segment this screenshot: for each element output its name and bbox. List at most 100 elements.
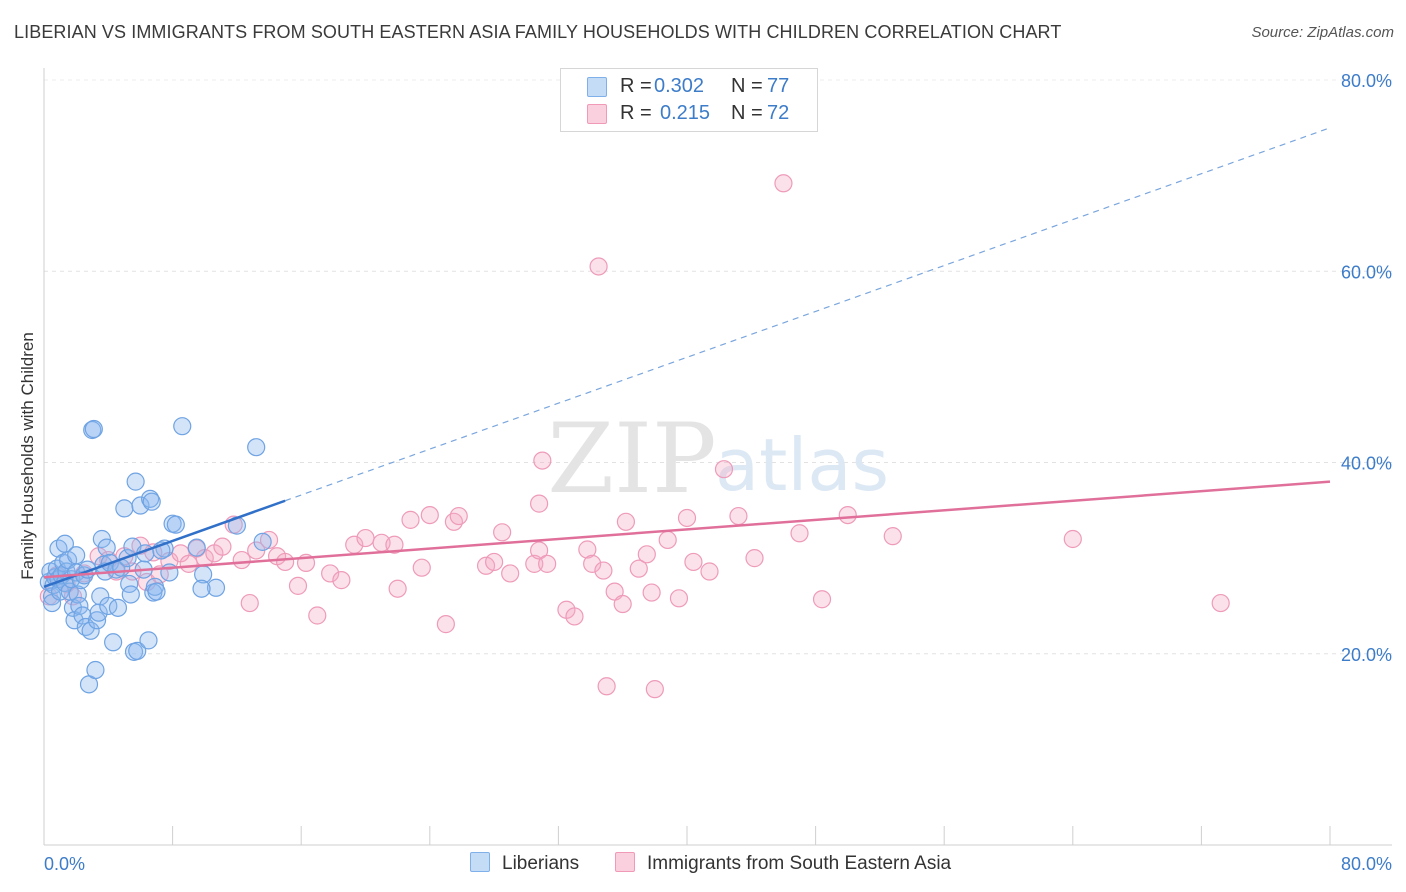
- data-point-liberians: [83, 420, 102, 440]
- data-point-liberians: [206, 578, 226, 597]
- trend-liberians: [43, 499, 286, 588]
- data-point-immigrants: [629, 559, 648, 578]
- correlation-legend: R = 0.302 N = 77 R = 0.215 N = 72: [560, 68, 818, 132]
- data-point-liberians: [108, 598, 128, 617]
- data-point-immigrants: [385, 535, 404, 554]
- data-point-immigrants: [420, 505, 439, 525]
- legend-r-value: 0.215: [660, 102, 711, 124]
- data-point-immigrants: [714, 460, 734, 479]
- bottom-legend-swatch-blue: [470, 852, 490, 872]
- data-point-immigrants: [1063, 529, 1082, 549]
- data-point-immigrants: [583, 554, 602, 573]
- y-tick-label-20: 20.0%: [1341, 645, 1392, 665]
- data-point-immigrants: [436, 615, 455, 634]
- data-point-immigrants: [213, 537, 232, 556]
- legend-r-label: R =: [620, 102, 652, 124]
- data-point-immigrants: [883, 527, 902, 546]
- watermark: ZIP atlas: [547, 403, 889, 515]
- bottom-legend-liberians: Liberians: [470, 852, 579, 875]
- y-tick-label-60: 60.0%: [1341, 262, 1392, 282]
- data-point-immigrants: [838, 505, 857, 525]
- data-point-immigrants: [745, 549, 764, 568]
- data-point-immigrants: [700, 562, 719, 581]
- data-point-liberians: [187, 538, 206, 557]
- data-point-immigrants: [565, 607, 584, 626]
- legend-n-label: N =: [731, 102, 763, 124]
- data-point-liberians: [192, 579, 211, 598]
- data-point-immigrants: [401, 510, 420, 529]
- data-point-liberians: [121, 585, 140, 604]
- data-point-liberians: [115, 499, 134, 518]
- bottom-legend-label: Immigrants from South Eastern Asia: [647, 853, 952, 874]
- data-point-liberians: [140, 489, 160, 508]
- data-point-immigrants: [232, 550, 251, 570]
- data-point-liberians: [139, 631, 158, 650]
- data-point-immigrants: [259, 530, 279, 550]
- data-point-liberians: [68, 585, 87, 604]
- data-point-immigrants: [308, 606, 327, 625]
- data-point-immigrants: [533, 451, 552, 470]
- legend-swatch-blue: [587, 77, 607, 97]
- data-point-immigrants: [321, 564, 340, 583]
- data-point-immigrants: [613, 594, 632, 614]
- data-point-liberians: [142, 492, 161, 511]
- bottom-legend-immigrants: Immigrants from South Eastern Asia: [615, 852, 951, 875]
- data-point-immigrants: [240, 593, 259, 613]
- data-point-immigrants: [179, 554, 198, 573]
- data-point-immigrants: [642, 583, 661, 602]
- data-point-immigrants: [501, 564, 520, 583]
- data-point-liberians: [67, 546, 86, 565]
- data-point-immigrants: [412, 558, 431, 577]
- data-point-liberians: [92, 529, 111, 549]
- series-immigrants-points: [39, 174, 1230, 699]
- data-point-immigrants: [790, 524, 809, 543]
- data-point-liberians: [87, 611, 107, 630]
- data-point-immigrants: [578, 540, 597, 559]
- data-point-immigrants: [684, 552, 703, 572]
- data-point-liberians: [84, 419, 103, 439]
- data-point-immigrants: [645, 680, 664, 699]
- data-point-immigrants: [658, 530, 677, 550]
- data-point-immigrants: [538, 554, 557, 573]
- data-point-liberians: [81, 621, 100, 640]
- trend-liberians-extended: [284, 127, 1331, 502]
- source-label: Source: ZipAtlas.com: [1251, 24, 1394, 41]
- data-point-immigrants: [530, 494, 549, 513]
- data-point-immigrants: [729, 506, 748, 526]
- legend-n-value: 72: [767, 102, 790, 124]
- watermark-zip: ZIP: [547, 403, 716, 515]
- data-point-liberians: [70, 596, 89, 616]
- data-point-immigrants: [774, 174, 793, 193]
- bottom-legend-label: Liberians: [502, 853, 580, 874]
- data-point-immigrants: [597, 677, 616, 696]
- data-point-liberians: [166, 515, 185, 534]
- data-point-liberians: [253, 532, 272, 551]
- trend-lines: [43, 127, 1331, 588]
- y-tick-label-40: 40.0%: [1341, 454, 1392, 474]
- data-point-immigrants: [288, 576, 308, 595]
- data-point-liberians: [128, 641, 147, 660]
- legend-n-value: 77: [767, 75, 790, 97]
- y-tick-label-80: 80.0%: [1341, 71, 1392, 91]
- x-tick-label-max: 80.0%: [1341, 854, 1392, 874]
- y-axis-label: Family Households with Children: [18, 332, 37, 580]
- data-point-immigrants: [530, 541, 549, 560]
- chart-title: LIBERIAN VS IMMIGRANTS FROM SOUTH EASTER…: [14, 22, 1062, 42]
- data-point-liberians: [173, 417, 192, 436]
- x-tick-label-min: 0.0%: [44, 854, 85, 874]
- data-point-immigrants: [356, 528, 375, 548]
- data-point-immigrants: [594, 561, 613, 580]
- data-point-immigrants: [388, 579, 407, 598]
- data-point-immigrants: [332, 571, 351, 590]
- legend-r-value: 0.302: [654, 75, 705, 97]
- data-point-immigrants: [589, 257, 608, 276]
- data-point-liberians: [97, 538, 116, 557]
- bottom-legend-swatch-pink: [615, 852, 635, 872]
- data-point-immigrants: [637, 545, 656, 564]
- data-point-liberians: [126, 472, 145, 491]
- tick-labels: 20.0% 40.0% 60.0% 80.0% 0.0% 80.0%: [44, 71, 1392, 874]
- axes: [43, 68, 1392, 846]
- trend-immigrants: [43, 480, 1331, 579]
- data-point-immigrants: [276, 552, 295, 572]
